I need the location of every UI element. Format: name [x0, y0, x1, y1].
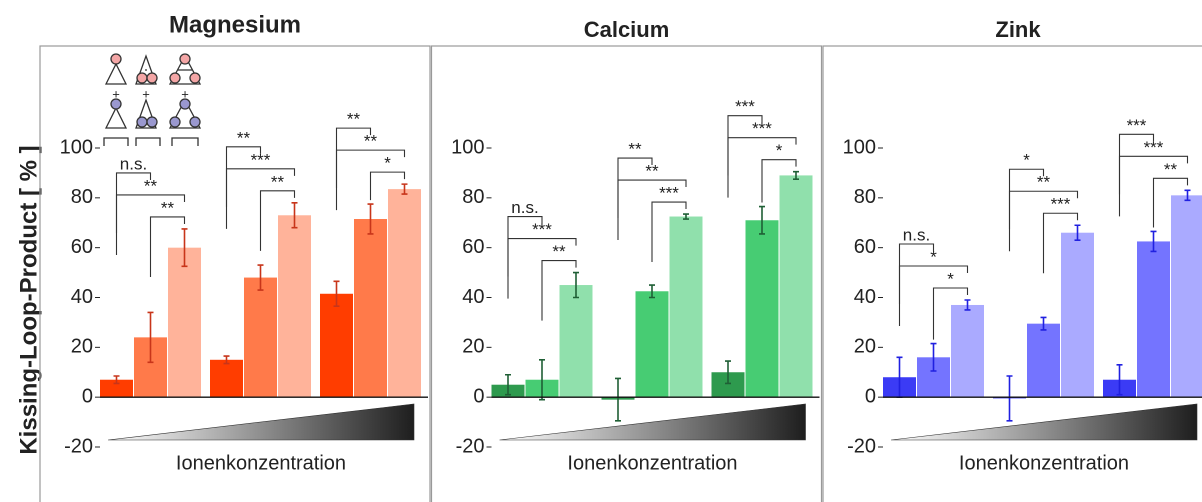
bar [951, 305, 984, 397]
significance-label: ** [237, 128, 251, 147]
significance-label: * [930, 247, 937, 266]
significance-label: ** [645, 162, 659, 181]
y-tick-label: 60 [462, 236, 484, 258]
bar [210, 360, 243, 397]
y-tick-label: -20 [847, 435, 876, 457]
significance-label: n.s. [120, 154, 147, 173]
x-axis-label: Ionenkonzentration [959, 452, 1129, 474]
bar [354, 219, 387, 397]
significance-bracket [900, 244, 934, 304]
x-axis-label: Ionenkonzentration [567, 452, 737, 474]
y-tick-label: 0 [473, 385, 484, 407]
y-tick-label: 80 [71, 186, 93, 208]
bar [1061, 233, 1094, 397]
y-tick-label: 60 [71, 236, 93, 258]
significance-label: n.s. [903, 225, 930, 244]
y-tick-label: 40 [854, 286, 876, 308]
y-tick-label: -20 [456, 435, 485, 457]
molecule-icon: + + + [104, 54, 200, 146]
significance-label: *** [251, 150, 271, 169]
y-tick-label: 20 [71, 336, 93, 358]
significance-label: *** [1144, 138, 1164, 157]
significance-label: * [947, 269, 954, 288]
significance-label: * [1023, 151, 1030, 170]
bar [780, 175, 813, 397]
y-tick-label: 100 [60, 136, 93, 158]
y-tick-label: 0 [82, 385, 93, 407]
bar [746, 220, 779, 397]
chart: Kissing-Loop-Product [ % ] + + + Magnesi… [0, 0, 1202, 502]
bar [670, 217, 703, 398]
bar [244, 278, 277, 398]
panel-title: Calcium [584, 17, 670, 42]
y-tick-label: 0 [865, 385, 876, 407]
significance-label: *** [752, 119, 772, 138]
bar [636, 291, 669, 397]
significance-label: * [384, 154, 391, 173]
y-tick-label: 100 [843, 136, 876, 158]
concentration-ramp [108, 404, 414, 440]
y-tick-label: -20 [64, 435, 93, 457]
bar [1171, 195, 1202, 397]
significance-label: *** [659, 184, 679, 203]
panel-title: Magnesium [169, 11, 301, 38]
y-tick-label: 80 [462, 186, 484, 208]
significance-label: ** [1164, 160, 1178, 179]
bar [168, 248, 201, 398]
concentration-ramp [500, 404, 806, 440]
significance-label: *** [532, 220, 552, 239]
significance-label: ** [271, 172, 285, 191]
page: Kissing-Loop-Product [ % ] + + + Magnesi… [0, 0, 1202, 502]
concentration-ramp [891, 404, 1197, 440]
panel-title: Zink [995, 17, 1041, 42]
significance-label: *** [735, 97, 755, 116]
significance-label: ** [628, 140, 642, 159]
significance-label: * [776, 141, 783, 160]
significance-label: ** [347, 110, 361, 129]
x-axis-label: Ionenkonzentration [176, 452, 346, 474]
bar [388, 189, 421, 397]
significance-label: n.s. [511, 198, 538, 217]
bar [278, 215, 311, 397]
y-tick-label: 40 [71, 286, 93, 308]
significance-label: *** [1127, 116, 1147, 135]
bar [1137, 241, 1170, 397]
significance-label: ** [161, 198, 175, 217]
bar [560, 285, 593, 397]
y-tick-label: 100 [451, 136, 484, 158]
significance-label: ** [1037, 173, 1051, 192]
y-tick-label: 20 [854, 336, 876, 358]
significance-label: ** [552, 242, 566, 261]
y-tick-label: 40 [462, 286, 484, 308]
y-axis-label: Kissing-Loop-Product [ % ] [15, 145, 42, 454]
significance-label: ** [144, 176, 158, 195]
bar [1027, 324, 1060, 398]
significance-label: *** [1051, 195, 1071, 214]
y-tick-label: 20 [462, 336, 484, 358]
y-tick-label: 80 [854, 186, 876, 208]
bar [320, 294, 353, 397]
y-tick-label: 60 [854, 236, 876, 258]
significance-label: ** [364, 132, 378, 151]
